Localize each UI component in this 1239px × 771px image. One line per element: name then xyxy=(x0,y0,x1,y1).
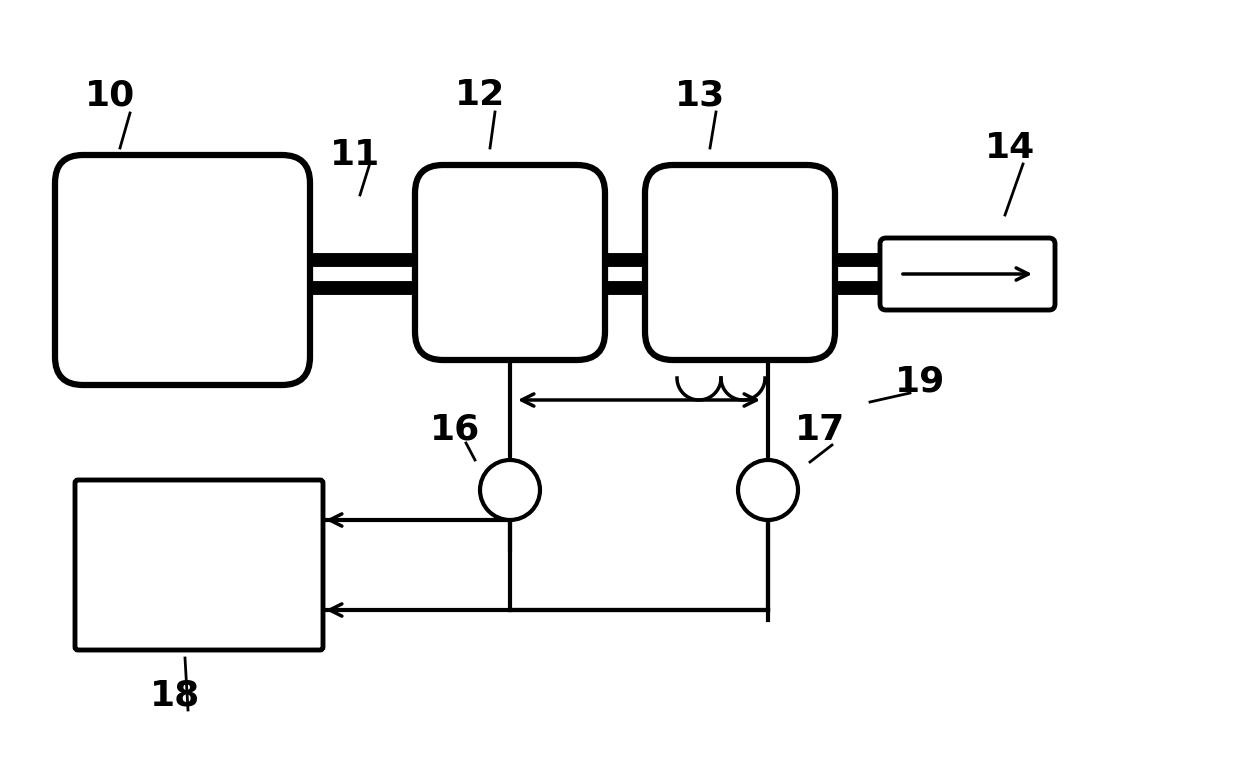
FancyBboxPatch shape xyxy=(646,165,835,360)
Text: 17: 17 xyxy=(795,413,845,447)
Text: 16: 16 xyxy=(430,413,481,447)
Text: 19: 19 xyxy=(895,365,945,399)
Text: 11: 11 xyxy=(330,138,380,172)
Text: 14: 14 xyxy=(985,131,1035,165)
Circle shape xyxy=(479,460,540,520)
FancyBboxPatch shape xyxy=(76,480,323,650)
FancyBboxPatch shape xyxy=(880,238,1054,310)
FancyBboxPatch shape xyxy=(55,155,310,385)
Text: 12: 12 xyxy=(455,78,506,112)
Text: 18: 18 xyxy=(150,678,201,712)
FancyBboxPatch shape xyxy=(415,165,605,360)
Text: 13: 13 xyxy=(675,78,725,112)
Text: 10: 10 xyxy=(85,78,135,112)
Circle shape xyxy=(738,460,798,520)
